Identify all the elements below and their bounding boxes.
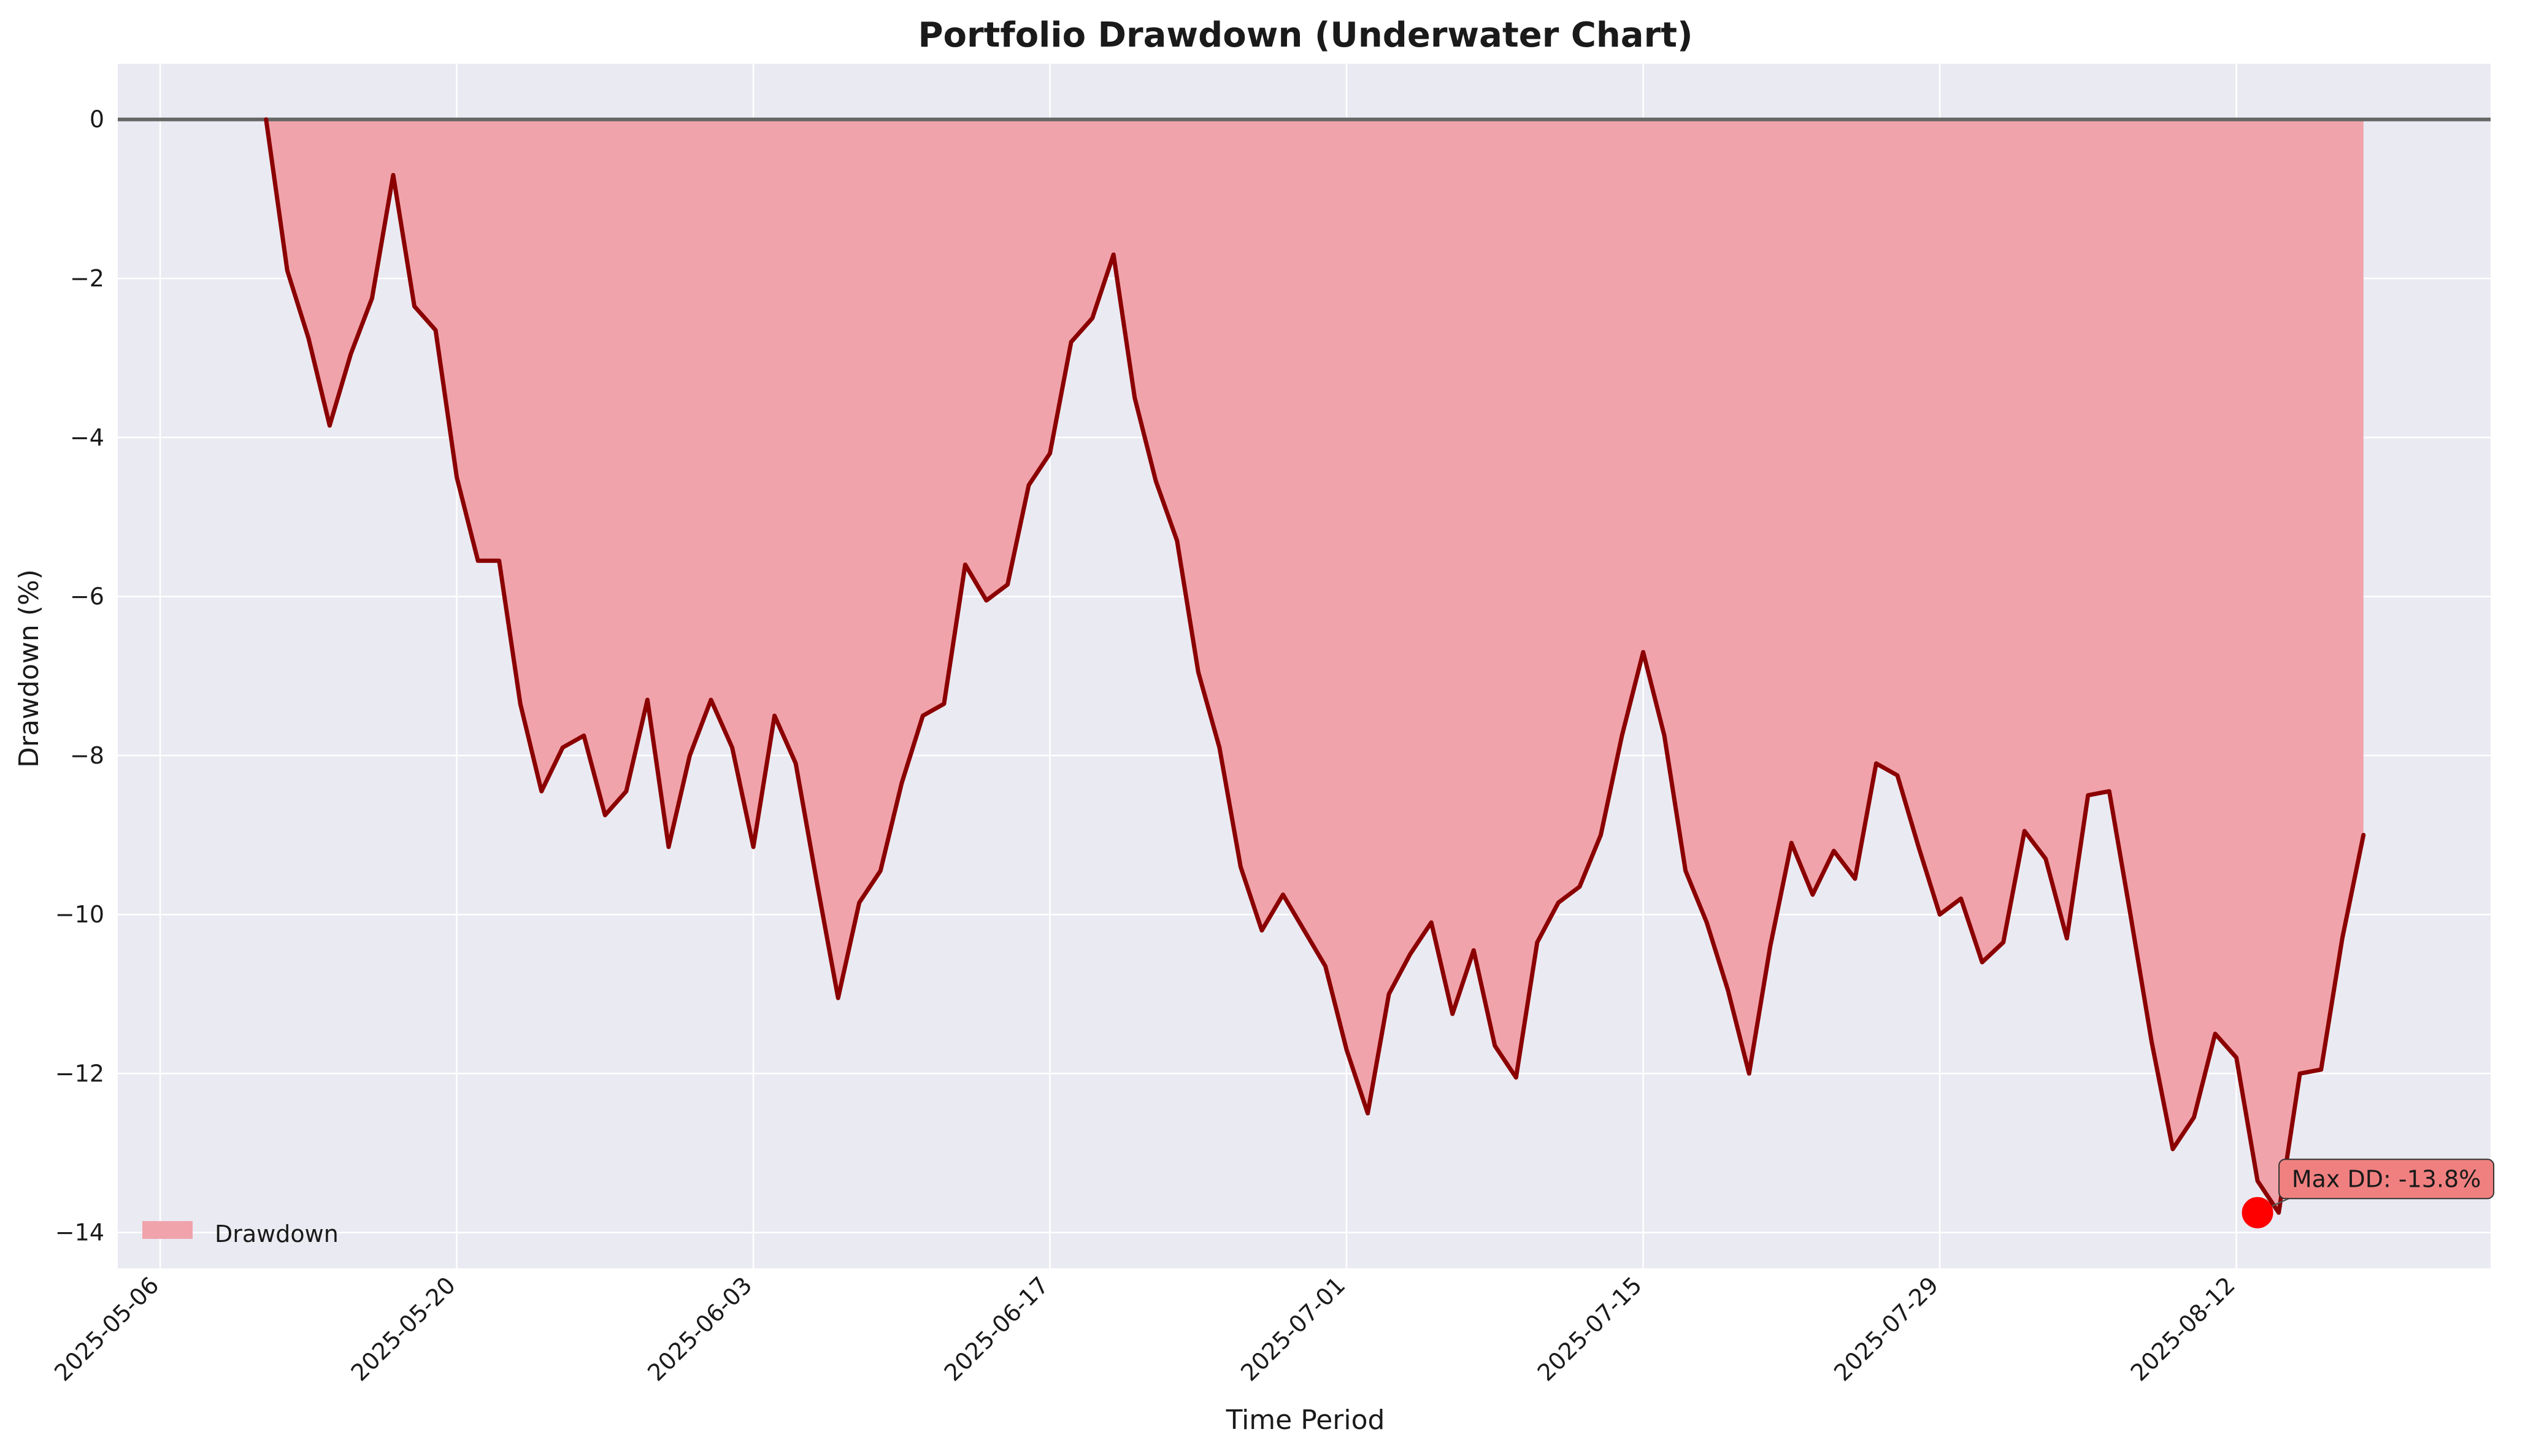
- chart-title: Portfolio Drawdown (Underwater Chart): [918, 15, 1692, 55]
- y-tick-label: −2: [70, 265, 104, 292]
- x-axis-label: Time Period: [1226, 1404, 1385, 1436]
- drawdown-area: [266, 119, 2364, 1213]
- y-tick-label: −8: [70, 742, 104, 769]
- annotation-label: Max DD: -13.8%: [2292, 1165, 2481, 1192]
- annotation-box: [2278, 1159, 2495, 1200]
- legend-swatch-drawdown: [142, 1221, 193, 1239]
- y-tick-label: −14: [55, 1219, 104, 1246]
- y-tick-label: −6: [70, 583, 104, 610]
- y-tick-label: −10: [55, 901, 104, 928]
- annotation-layer: Max DD: -13.8%: [2242, 1159, 2495, 1228]
- y-tick-label: 0: [90, 106, 104, 133]
- drawdown-line: [264, 117, 2366, 1215]
- series-layer: [118, 117, 2491, 1215]
- y-axis-label: Drawdown (%): [13, 569, 45, 768]
- y-tick-label: −4: [70, 424, 104, 451]
- max-drawdown-marker: [2242, 1197, 2273, 1228]
- legend: Drawdown: [142, 1220, 339, 1247]
- y-tick-label: −12: [55, 1060, 104, 1087]
- legend-label-drawdown: Drawdown: [215, 1220, 339, 1247]
